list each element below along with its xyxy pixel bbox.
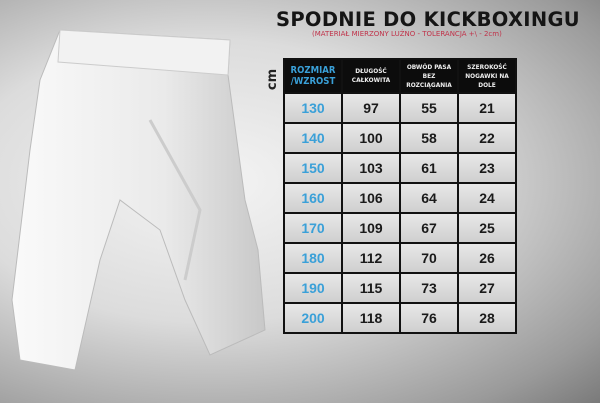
column-header: OBWÓD PASA BEZ ROZCIĄGANIA [399,58,459,94]
table-row: 170 109 67 25 [283,212,517,244]
measurement-cell: 100 [341,122,401,154]
measurement-cell: 64 [399,182,459,214]
table-row: 160 106 64 24 [283,182,517,214]
measurement-cell: 27 [457,272,517,304]
chart-title: SPODNIE DO KICKBOXINGU [276,8,580,31]
column-header: DŁUGOŚĆ CAŁKOWITA [341,58,401,94]
measurement-cell: 55 [399,92,459,124]
measurement-cell: 73 [399,272,459,304]
table-row: 200 118 76 28 [283,302,517,334]
size-cell: 130 [283,92,343,124]
size-cell: 140 [283,122,343,154]
size-cell: 170 [283,212,343,244]
column-header: ROZMIAR /WZROST [283,58,343,94]
unit-label: cm [265,68,281,91]
measurement-cell: 112 [341,242,401,274]
measurement-cell: 23 [457,152,517,184]
measurement-cell: 26 [457,242,517,274]
chart-subtitle: (MATERIAŁ MIERZONY LUŹNO - TOLERANCJA +\… [312,30,502,38]
size-table: ROZMIAR /WZROST DŁUGOŚĆ CAŁKOWITA OBWÓD PA… [283,58,517,334]
table-row: 180 112 70 26 [283,242,517,274]
measurement-cell: 109 [341,212,401,244]
measurement-cell: 58 [399,122,459,154]
measurement-cell: 24 [457,182,517,214]
measurement-cell: 28 [457,302,517,334]
pants-image [11,29,266,371]
size-cell: 160 [283,182,343,214]
measurement-cell: 103 [341,152,401,184]
measurement-cell: 97 [341,92,401,124]
measurement-cell: 115 [341,272,401,304]
measurement-cell: 61 [399,152,459,184]
measurement-cell: 25 [457,212,517,244]
measurement-cell: 106 [341,182,401,214]
measurement-cell: 21 [457,92,517,124]
table-row: 140 100 58 22 [283,122,517,154]
measurement-cell: 67 [399,212,459,244]
size-cell: 200 [283,302,343,334]
size-cell: 150 [283,152,343,184]
size-cell: 190 [283,272,343,304]
table-row: 130 97 55 21 [283,92,517,124]
size-cell: 180 [283,242,343,274]
measurement-cell: 118 [341,302,401,334]
measurement-cell: 22 [457,122,517,154]
table-row: 150 103 61 23 [283,152,517,184]
column-header: SZEROKOŚĆ NOGAWKI NA DOLE [457,58,517,94]
measurement-cell: 70 [399,242,459,274]
table-row: 190 115 73 27 [283,272,517,304]
measurement-cell: 76 [399,302,459,334]
